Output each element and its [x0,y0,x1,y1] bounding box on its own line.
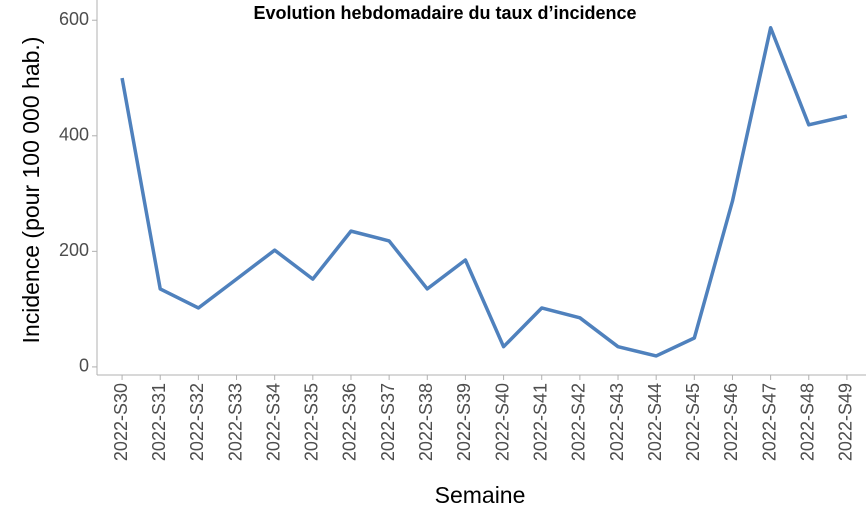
x-tick-label: 2022-S34 [263,383,283,461]
x-tick-label: 2022-S41 [530,383,550,461]
x-tick-label: 2022-S39 [454,383,474,461]
y-tick-label: 600 [59,9,89,29]
x-tick-label: 2022-S31 [149,383,169,461]
x-tick-label: 2022-S35 [302,383,322,461]
chart-title: Evolution hebdomadaire du taux d’inciden… [253,3,636,23]
x-tick-label: 2022-S44 [645,383,665,461]
x-tick-label: 2022-S40 [492,383,512,461]
x-tick-label: 2022-S33 [225,383,245,461]
line [120,25,848,358]
x-tick-label: 2022-S48 [798,383,818,461]
x-tick-label: 2022-S36 [340,383,360,461]
x-axis-label: Semaine [435,482,526,508]
y-tick-label: 200 [59,240,89,260]
y-axis-label: Incidence (pour 100 000 hab.) [18,37,44,344]
y-tick-label: 0 [79,356,89,376]
y-tick-label: 400 [59,125,89,145]
x-tick-label: 2022-S42 [569,383,589,461]
x-tick-label: 2022-S43 [607,383,627,461]
x-tick-label: 2022-S30 [111,383,131,461]
x-tick-label: 2022-S38 [416,383,436,461]
x-tick-label: 2022-S37 [378,383,398,461]
x-tick-label: 2022-S49 [836,383,856,461]
x-tick-label: 2022-S47 [759,383,779,461]
x-tick-label: 2022-S45 [683,383,703,461]
x-tick-label: 2022-S32 [187,383,207,461]
x-tick-label: 2022-S46 [721,383,741,461]
